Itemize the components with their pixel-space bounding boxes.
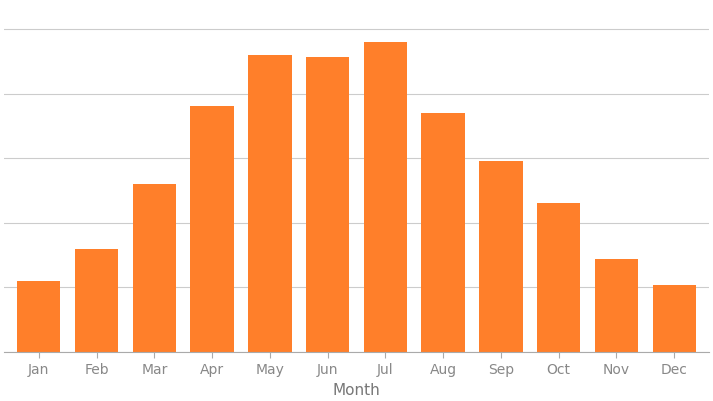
Bar — [190, 107, 234, 352]
Bar — [364, 43, 407, 352]
Bar — [248, 56, 292, 352]
Bar — [421, 113, 465, 352]
Bar — [75, 249, 118, 352]
Bar — [595, 259, 638, 352]
X-axis label: Month: Month — [333, 382, 380, 397]
Bar — [17, 281, 61, 352]
Bar — [306, 58, 349, 352]
Bar — [537, 204, 580, 352]
Bar — [652, 285, 696, 352]
Bar — [479, 161, 523, 352]
Bar — [133, 184, 176, 352]
